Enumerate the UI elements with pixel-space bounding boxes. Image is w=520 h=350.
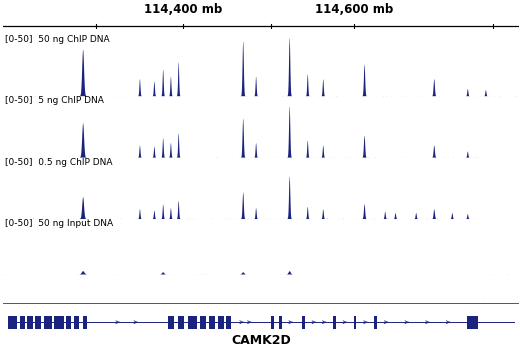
Bar [66,316,71,329]
Bar [226,316,231,329]
Bar [333,316,335,329]
Text: [0-50]  50 ng ChIP DNA: [0-50] 50 ng ChIP DNA [5,35,110,44]
Bar [271,316,274,329]
Bar [188,316,197,329]
Text: CAMK2D: CAMK2D [231,334,291,348]
Bar [20,316,25,329]
Bar [279,316,282,329]
Bar [209,316,215,329]
Bar [83,316,87,329]
Bar [374,316,377,329]
Bar [354,316,356,329]
Bar [74,316,79,329]
Bar [178,316,185,329]
Text: [0-50]  50 ng Input DNA: [0-50] 50 ng Input DNA [5,219,113,228]
Bar [28,316,33,329]
Text: [0-50]  0.5 ng ChIP DNA: [0-50] 0.5 ng ChIP DNA [5,158,113,167]
Text: [0-50]  5 ng ChIP DNA: [0-50] 5 ng ChIP DNA [5,96,104,105]
Bar [467,316,478,329]
Text: 114,400 mb: 114,400 mb [144,3,223,16]
Bar [302,316,305,329]
Bar [218,316,224,329]
Bar [44,316,52,329]
Bar [200,316,205,329]
Bar [8,316,17,329]
Bar [168,316,174,329]
Bar [54,316,63,329]
Bar [35,316,41,329]
Text: 114,600 mb: 114,600 mb [315,3,393,16]
